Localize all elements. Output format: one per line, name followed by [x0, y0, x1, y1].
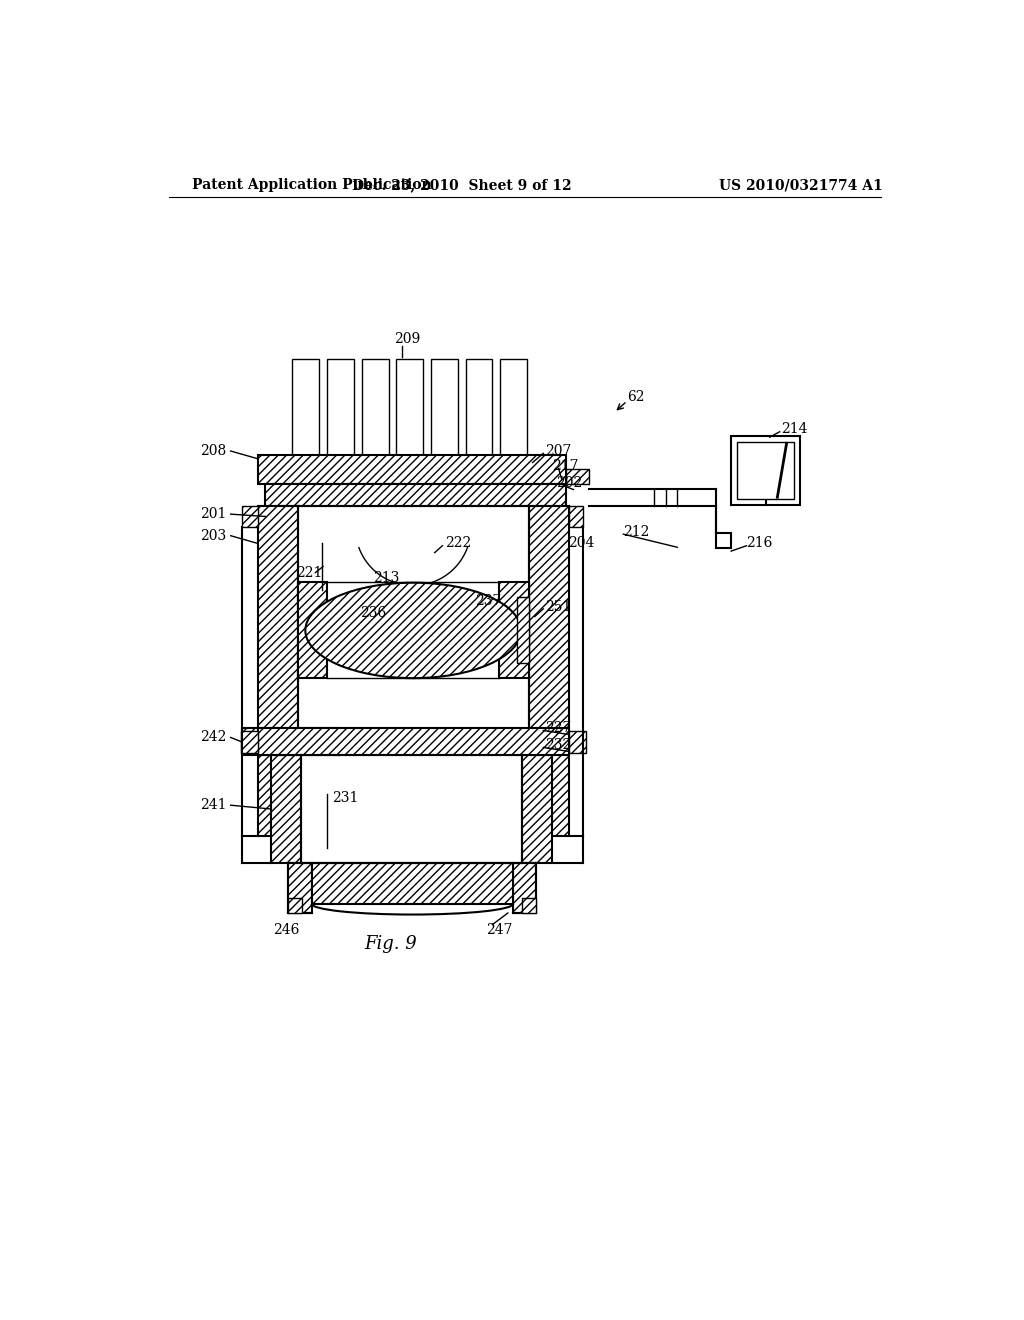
Bar — [258, 506, 298, 836]
Bar — [271, 755, 301, 863]
Text: Patent Application Publication: Patent Application Publication — [193, 178, 432, 193]
Text: 213: 213 — [373, 572, 399, 585]
Text: 216: 216 — [746, 536, 773, 550]
Bar — [301, 755, 522, 863]
Bar — [298, 506, 528, 729]
Text: 217: 217 — [553, 459, 579, 474]
Bar — [737, 442, 795, 499]
Bar — [568, 730, 586, 752]
Bar — [568, 506, 583, 527]
Text: 212: 212 — [624, 525, 650, 539]
Bar — [258, 729, 568, 755]
Bar — [522, 898, 537, 913]
Bar — [466, 359, 493, 474]
Bar — [327, 359, 354, 474]
Text: 221: 221 — [296, 566, 323, 579]
Bar — [243, 729, 340, 755]
Bar — [396, 359, 423, 474]
Text: 201: 201 — [200, 507, 226, 521]
Bar — [292, 359, 319, 474]
Text: Dec. 23, 2010  Sheet 9 of 12: Dec. 23, 2010 Sheet 9 of 12 — [352, 178, 571, 193]
Bar — [265, 484, 565, 506]
Text: Fig. 9: Fig. 9 — [365, 935, 417, 953]
Text: 227: 227 — [545, 721, 571, 735]
Bar — [731, 436, 801, 506]
Text: 232: 232 — [545, 738, 571, 752]
Bar — [513, 863, 537, 913]
Bar — [517, 597, 528, 663]
Bar — [311, 863, 513, 904]
Text: 202: 202 — [556, 477, 583, 490]
Text: 207: 207 — [545, 444, 571, 458]
Ellipse shape — [305, 582, 521, 678]
Text: 251: 251 — [545, 599, 571, 614]
Bar — [298, 582, 327, 678]
Text: 241: 241 — [200, 799, 226, 812]
Text: 247: 247 — [486, 923, 513, 937]
Bar — [289, 898, 302, 913]
Bar — [431, 359, 458, 474]
Text: 203: 203 — [200, 529, 226, 543]
Text: US 2010/0321774 A1: US 2010/0321774 A1 — [719, 178, 883, 193]
Text: 231: 231 — [333, 791, 358, 804]
Bar — [500, 582, 528, 678]
Text: 236: 236 — [360, 606, 386, 619]
Bar — [528, 506, 568, 836]
Bar — [258, 729, 298, 836]
Bar — [241, 730, 258, 752]
Text: 237: 237 — [475, 594, 502, 609]
Text: 246: 246 — [273, 923, 299, 937]
Bar — [565, 469, 589, 484]
Text: 222: 222 — [444, 536, 471, 550]
Bar — [258, 455, 565, 484]
Bar — [522, 755, 552, 863]
Bar — [500, 359, 527, 474]
Text: 242: 242 — [200, 730, 226, 744]
Bar — [361, 359, 388, 474]
Text: 209: 209 — [394, 333, 420, 346]
Bar — [243, 506, 258, 527]
Text: 204: 204 — [568, 536, 594, 550]
Text: 208: 208 — [200, 444, 226, 458]
Bar — [289, 863, 311, 913]
Text: 214: 214 — [781, 422, 808, 437]
Text: 62: 62 — [628, 391, 645, 404]
